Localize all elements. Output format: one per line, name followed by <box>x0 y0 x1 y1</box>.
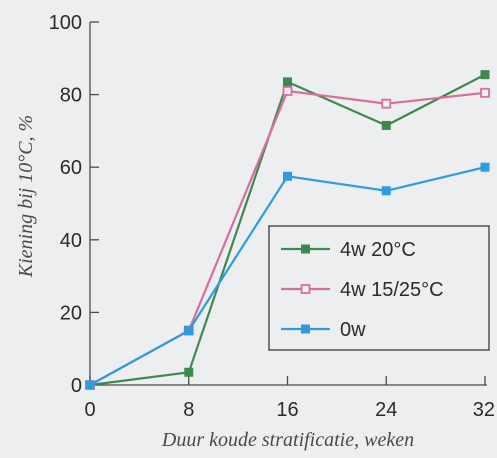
y-axis-title: Kiening bij 10°C, % <box>15 115 37 278</box>
data-point <box>480 162 490 172</box>
data-point <box>283 77 292 87</box>
data-point <box>85 380 95 390</box>
data-point <box>184 367 194 377</box>
x-tick-label: 0 <box>84 399 95 421</box>
data-point <box>381 186 391 196</box>
y-tick-label: 40 <box>60 230 82 252</box>
data-point <box>381 120 391 130</box>
y-tick-label: 20 <box>60 302 82 324</box>
data-point <box>283 171 292 181</box>
legend-label: 4w 15/25°C <box>340 279 444 301</box>
legend: 4w 20°C 4w 15/25°C 0w <box>268 225 490 351</box>
data-point <box>480 87 490 98</box>
legend-marker <box>301 324 310 334</box>
y-tick-label: 60 <box>60 157 82 179</box>
data-point <box>480 70 490 80</box>
data-point <box>282 86 293 96</box>
series-2 <box>85 162 490 390</box>
x-axis-title: Duur koude stratificatie, weken <box>161 429 414 451</box>
legend-entry: 4w 15/25°C <box>281 279 444 301</box>
data-point <box>381 98 392 109</box>
legend-entry: 0w <box>281 319 366 341</box>
x-tick-label: 32 <box>473 399 495 421</box>
series-layer <box>85 70 490 390</box>
x-tick-label: 8 <box>183 399 194 421</box>
y-tick-label: 0 <box>71 375 82 397</box>
y-tick-label: 100 <box>49 12 82 34</box>
x-ticks: 0 8 16 24 32 <box>84 376 495 421</box>
data-point <box>184 326 194 336</box>
legend-label: 4w 20°C <box>340 239 416 261</box>
legend-marker <box>300 284 311 294</box>
legend-label: 0w <box>340 319 366 341</box>
x-tick-label: 24 <box>375 399 397 421</box>
legend-entry: 4w 20°C <box>281 239 416 261</box>
y-tick-label: 80 <box>60 85 82 107</box>
y-ticks: 0 20 40 60 80 100 <box>49 12 99 397</box>
x-tick-label: 16 <box>276 399 298 421</box>
legend-marker <box>301 244 310 254</box>
axes <box>89 22 487 386</box>
